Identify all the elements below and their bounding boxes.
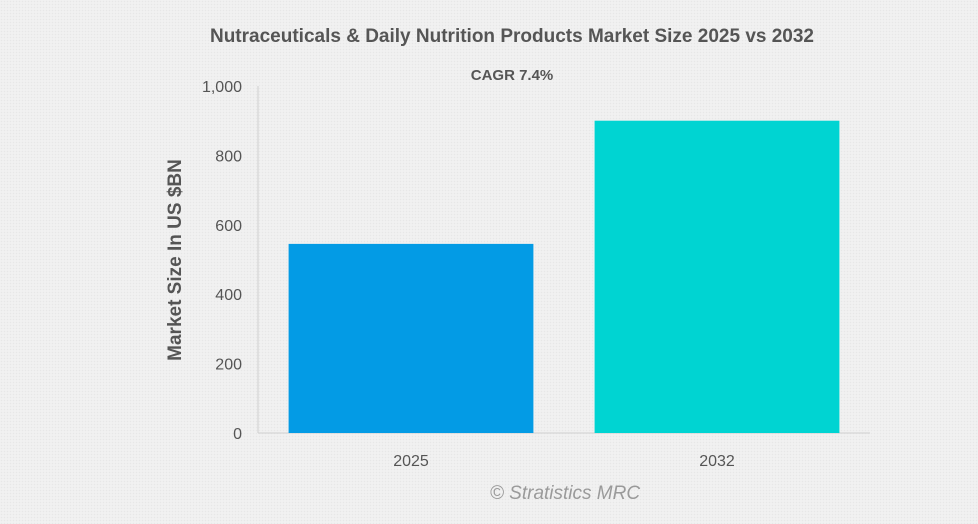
y-axis-ticks: 0 200 400 600 800 1,000 (202, 79, 242, 443)
x-tick-label: 2025 (393, 453, 429, 470)
chart-title: Nutraceuticals & Daily Nutrition Product… (210, 26, 814, 47)
bar-2025 (288, 243, 534, 433)
watermark: © Stratistics MRC (490, 483, 640, 504)
y-axis-label: Market Size In US $BN (165, 159, 186, 361)
x-tick-label: 2032 (699, 453, 735, 470)
y-tick-label: 200 (215, 357, 242, 374)
y-tick-label: 1,000 (202, 79, 242, 96)
y-tick-label: 800 (215, 148, 242, 165)
y-tick-label: 400 (215, 287, 242, 304)
bar-2032 (594, 120, 840, 433)
cagr-annotation: CAGR 7.4% (471, 67, 554, 84)
y-tick-label: 0 (233, 426, 242, 443)
x-axis-ticks: 2025 2032 (393, 453, 735, 470)
y-tick-label: 600 (215, 218, 242, 235)
bars-group (288, 120, 840, 433)
